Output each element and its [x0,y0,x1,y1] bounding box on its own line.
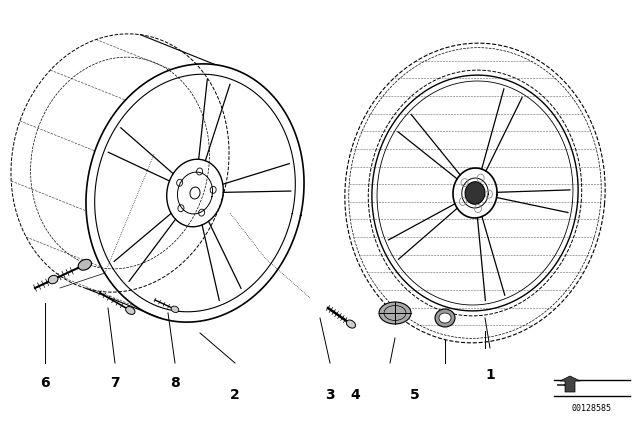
Ellipse shape [171,306,179,313]
Polygon shape [557,376,580,392]
Ellipse shape [379,302,411,324]
Text: 8: 8 [170,376,180,390]
Ellipse shape [125,306,135,314]
Text: 4: 4 [350,388,360,402]
Ellipse shape [346,320,355,328]
Ellipse shape [435,309,455,327]
Ellipse shape [48,276,58,284]
Ellipse shape [78,259,92,270]
Text: 7: 7 [110,376,120,390]
Text: 3: 3 [325,388,335,402]
Text: 2: 2 [230,388,240,402]
Ellipse shape [465,182,485,204]
Text: 1: 1 [485,368,495,382]
Ellipse shape [439,313,451,323]
Text: 00128585: 00128585 [572,404,612,413]
Text: 5: 5 [410,388,420,402]
Text: 6: 6 [40,376,50,390]
